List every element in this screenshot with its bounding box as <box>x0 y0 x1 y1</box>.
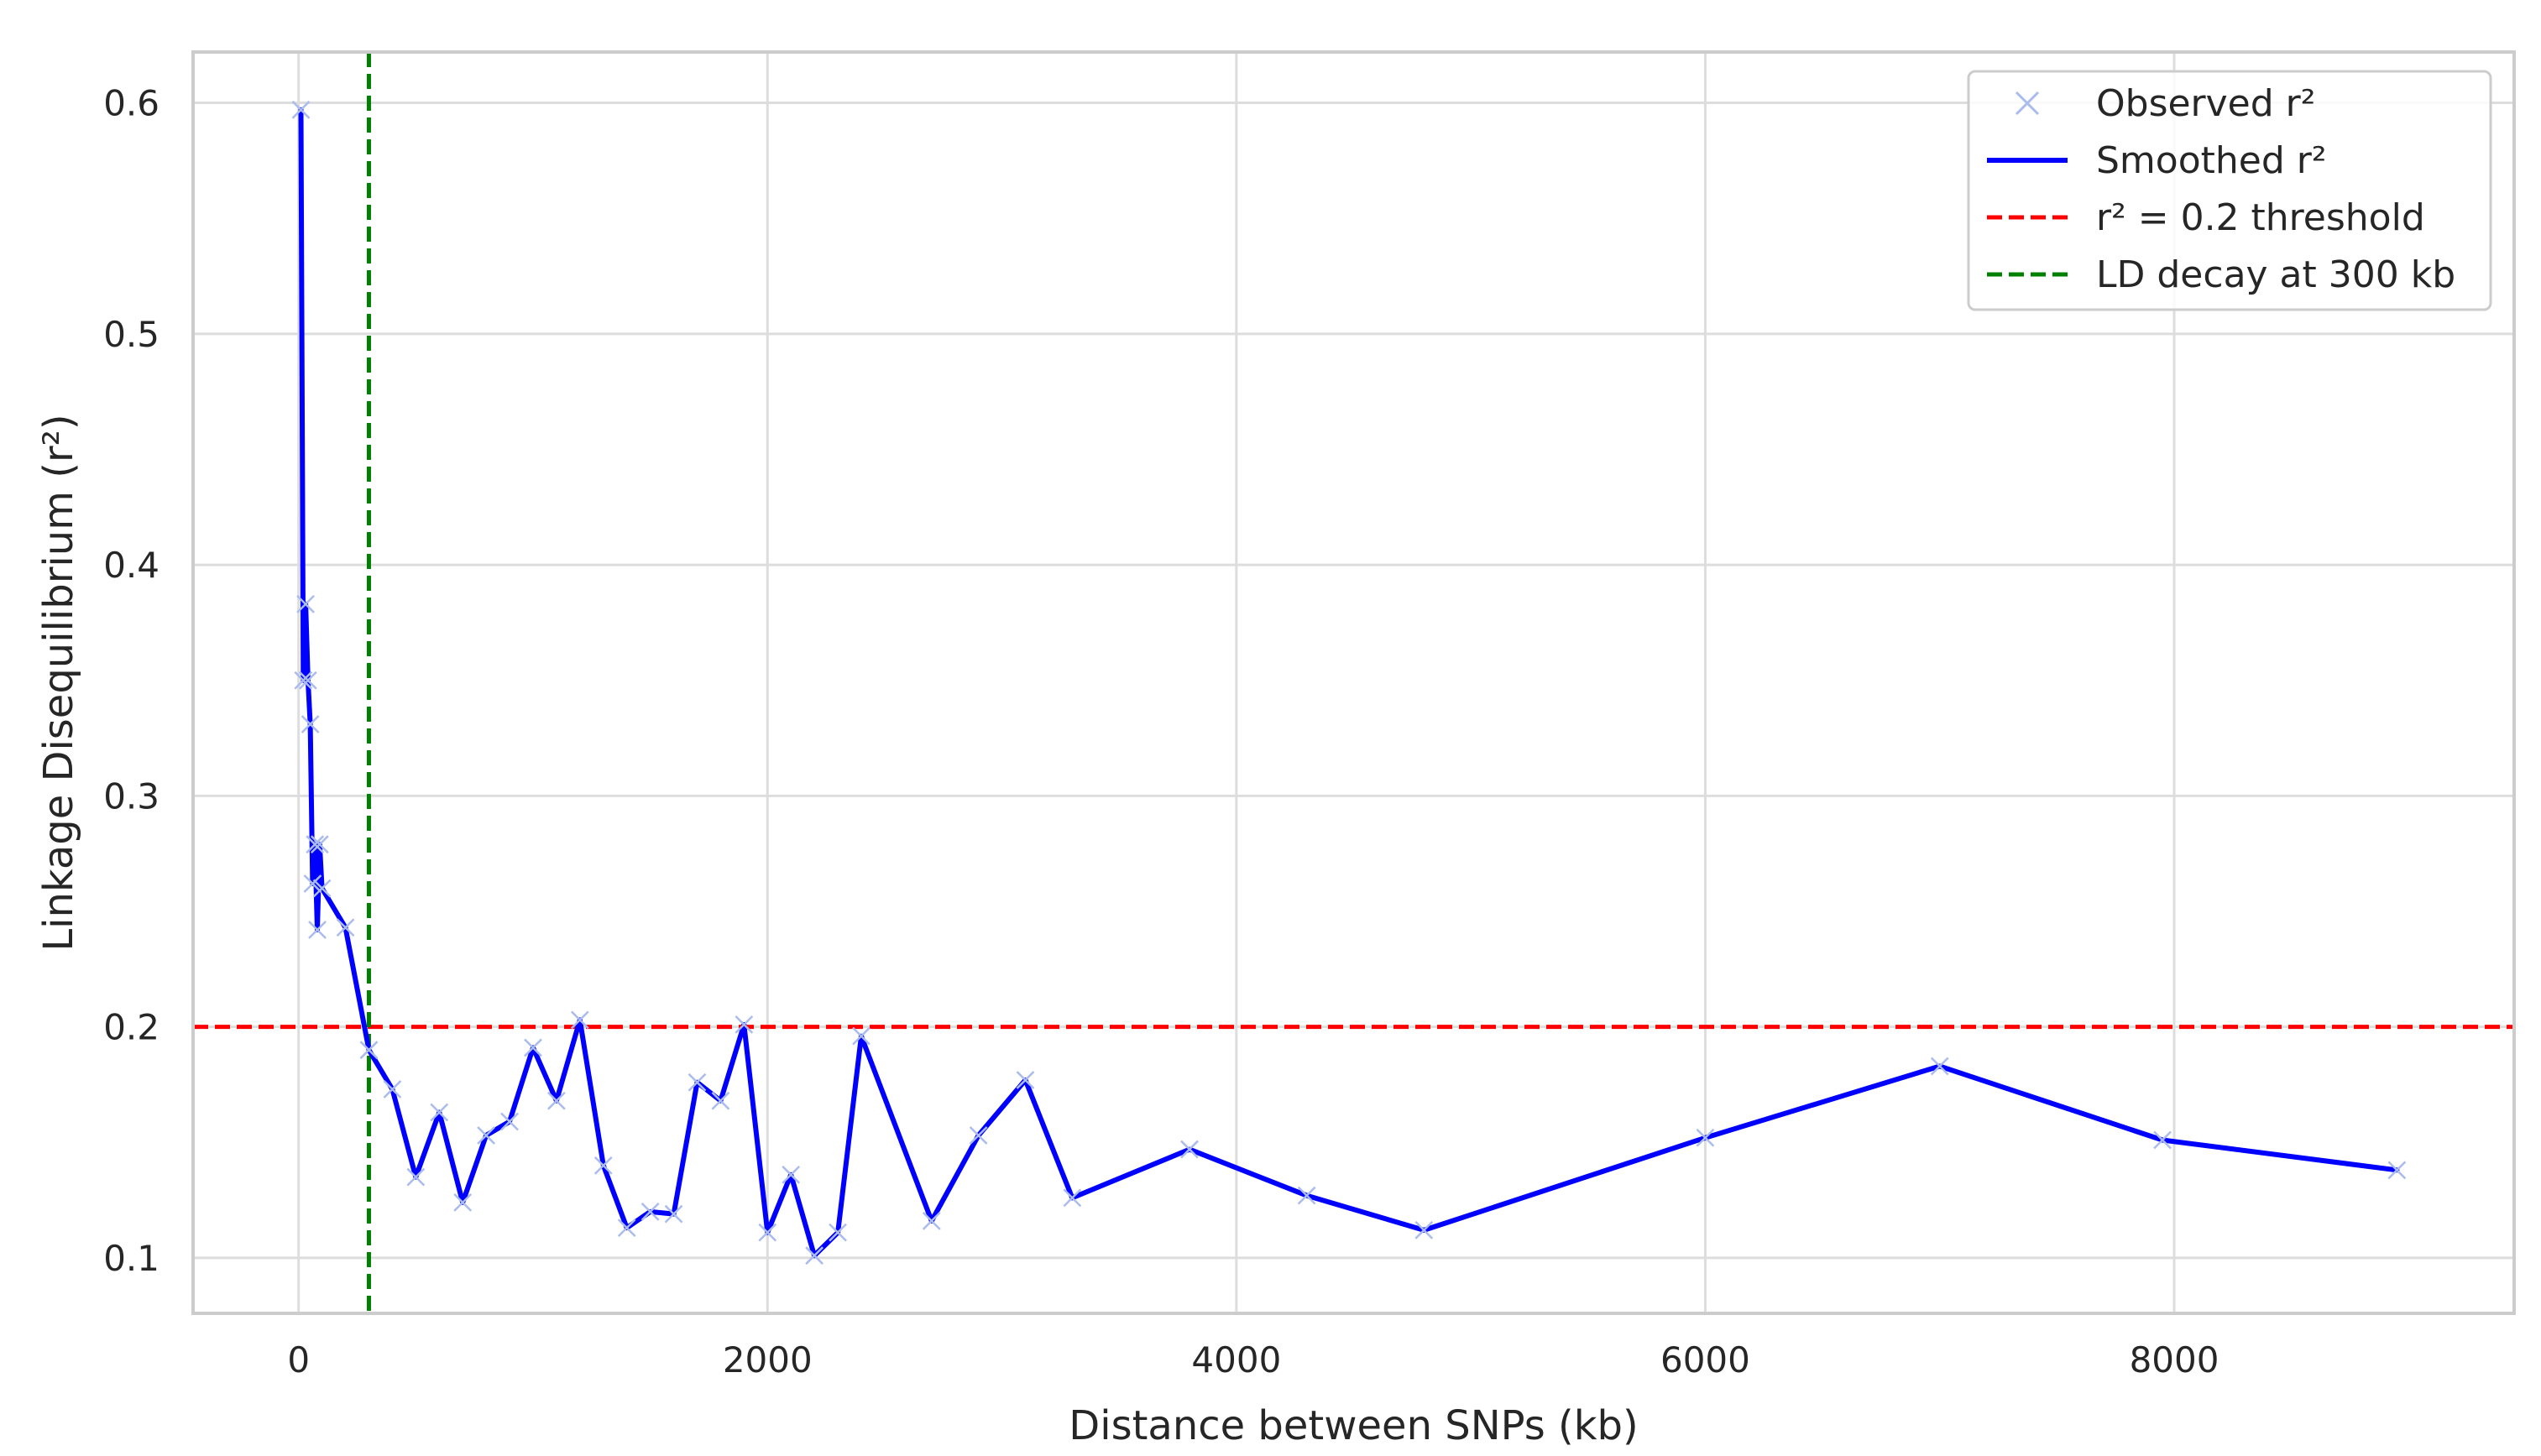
y-axis-label: Linkage Disequilibrium (r²) <box>35 414 82 951</box>
observed-point <box>1297 1186 1316 1205</box>
observed-point <box>593 1156 613 1175</box>
legend-label: r² = 0.2 threshold <box>2096 196 2425 239</box>
observed-point <box>359 1041 379 1060</box>
observed-point <box>383 1080 402 1099</box>
y-tick-label: 0.1 <box>103 1238 159 1279</box>
x-axis-label: Distance between SNPs (kb) <box>1069 1402 1638 1449</box>
observed-point <box>294 671 313 690</box>
observed-point <box>524 1038 542 1057</box>
observed-point <box>758 1223 777 1242</box>
y-tick-label: 0.6 <box>103 83 159 124</box>
observed-point <box>805 1246 824 1266</box>
observed-point <box>1414 1221 1434 1239</box>
observed-point <box>664 1204 683 1224</box>
legend-box <box>1967 70 2492 311</box>
observed-point <box>430 1103 449 1122</box>
observed-point <box>303 874 322 893</box>
observed-point <box>688 1072 707 1092</box>
observed-point <box>969 1126 988 1145</box>
observed-point <box>735 1015 754 1034</box>
observed-point <box>1696 1128 1715 1147</box>
observed-point <box>453 1192 473 1212</box>
observed-point <box>298 671 317 690</box>
legend: Observed r² Smoothed r² r² = 0.2 threshold… <box>1967 70 2492 311</box>
observed-point <box>296 595 315 613</box>
legend-observed-marker <box>2015 91 2040 116</box>
legend-label: Smoothed r² <box>2096 139 2326 182</box>
observed-point <box>640 1202 660 1221</box>
plot-frame <box>191 50 2516 1315</box>
smoothed-line <box>298 107 2400 1259</box>
observed-point <box>310 835 329 854</box>
observed-point <box>852 1026 871 1046</box>
y-tick-label: 0.2 <box>103 1007 159 1048</box>
data-series <box>291 100 2407 1266</box>
observed-point <box>617 1219 636 1238</box>
x-tick-label: 4000 <box>1191 1339 1281 1380</box>
observed-point <box>406 1167 426 1187</box>
observed-point <box>1180 1140 1199 1159</box>
observed-point <box>477 1126 495 1145</box>
observed-point <box>922 1212 941 1230</box>
observed-point <box>291 100 311 119</box>
x-tick-label: 6000 <box>1660 1339 1750 1380</box>
observed-point <box>336 918 355 937</box>
y-tick-labels: 0.1 0.2 0.3 0.4 0.5 0.6 <box>103 83 159 1279</box>
observed-point <box>1016 1071 1035 1089</box>
observed-point <box>1063 1188 1082 1208</box>
y-tick-label: 0.3 <box>103 775 159 817</box>
observed-point <box>2387 1161 2407 1180</box>
observed-point <box>570 1010 589 1030</box>
reference-lines <box>193 52 2514 1313</box>
observed-point <box>1930 1057 1949 1076</box>
observed-point <box>301 715 320 733</box>
x-tick-label: 0 <box>287 1339 310 1380</box>
observed-point <box>711 1091 730 1110</box>
legend-label: Observed r² <box>2096 82 2315 125</box>
x-tick-labels: 0 2000 4000 6000 8000 <box>287 1339 2219 1380</box>
observed-point <box>547 1091 566 1110</box>
observed-point <box>829 1223 847 1242</box>
observed-point <box>2153 1130 2172 1150</box>
y-tick-label: 0.4 <box>103 545 159 586</box>
legend-label: LD decay at 300 kb <box>2096 253 2455 296</box>
observed-point <box>782 1165 801 1184</box>
x-tick-label: 2000 <box>723 1339 813 1380</box>
observed-point <box>312 879 332 898</box>
y-tick-label: 0.5 <box>103 314 159 355</box>
observed-point <box>306 835 325 854</box>
observed-point <box>500 1112 519 1131</box>
observed-point <box>308 921 327 939</box>
x-tick-label: 8000 <box>2130 1339 2219 1380</box>
